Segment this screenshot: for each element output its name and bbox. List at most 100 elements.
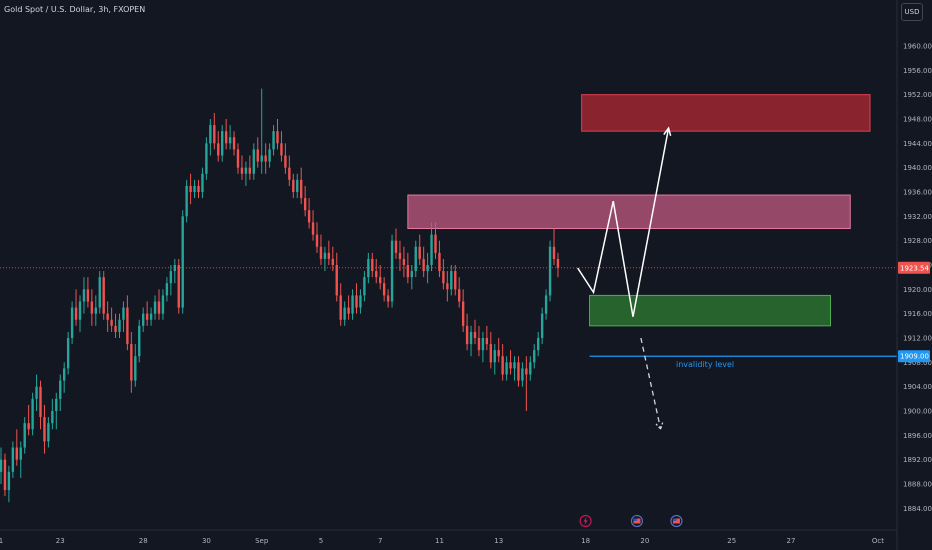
candle <box>355 283 358 314</box>
candle-body <box>402 258 406 265</box>
candle <box>552 228 556 265</box>
candle-body <box>110 319 113 326</box>
candle-body <box>23 423 26 448</box>
candle-body <box>379 277 382 284</box>
candle <box>59 374 62 411</box>
candle-body <box>224 131 228 144</box>
candle <box>343 301 346 326</box>
candle <box>315 222 319 253</box>
candle <box>39 380 42 430</box>
candle-body <box>335 264 338 296</box>
candle-body <box>529 362 532 375</box>
candle <box>177 258 180 314</box>
candle <box>256 137 259 168</box>
us-flag-event-icon <box>630 514 644 528</box>
candle <box>347 295 350 320</box>
candle <box>149 307 153 326</box>
candle <box>477 325 481 357</box>
lines-layer: invalidity level <box>0 126 897 431</box>
candle-body <box>15 447 18 460</box>
candle-body <box>157 301 161 314</box>
candle-body <box>406 264 410 278</box>
candle <box>521 362 524 387</box>
candle-body <box>351 295 354 314</box>
candle-body <box>398 252 402 259</box>
candle-body <box>343 307 346 320</box>
candle-body <box>548 246 552 296</box>
candle <box>351 289 354 320</box>
candle <box>114 313 117 338</box>
candle-body <box>292 179 295 192</box>
y-tick-label: 1908.00 <box>903 359 932 367</box>
candle <box>193 179 196 199</box>
candle-body <box>201 173 204 192</box>
candle <box>438 240 441 278</box>
us-flag-event-icon <box>670 514 683 528</box>
candle-body <box>126 307 129 345</box>
candle-body <box>82 289 86 302</box>
flag-canton <box>672 518 677 521</box>
candle-body <box>382 283 386 296</box>
candle-body <box>300 179 303 199</box>
candle-body <box>221 131 224 156</box>
candle <box>292 173 295 199</box>
candle-body <box>473 331 477 338</box>
candle-body <box>430 234 433 265</box>
candle-body <box>461 301 465 326</box>
candle <box>11 441 15 478</box>
candle <box>165 277 169 302</box>
candle <box>173 258 176 284</box>
candle <box>110 307 113 332</box>
candle <box>15 429 18 466</box>
lightning-event-icon <box>579 514 592 528</box>
candle <box>145 301 149 326</box>
candle <box>78 295 82 332</box>
invalidity-label: invalidity level <box>676 360 734 369</box>
candle-body <box>55 398 58 411</box>
candle <box>252 143 255 180</box>
candle-body <box>3 459 7 491</box>
candle-body <box>552 246 556 259</box>
candle <box>300 167 303 205</box>
candle <box>43 404 46 454</box>
candle-body <box>339 295 342 320</box>
candle-body <box>189 185 192 192</box>
x-tick-label: 7 <box>378 537 382 545</box>
candle-body <box>114 325 117 332</box>
y-tick-label: 1956.00 <box>903 67 932 75</box>
candle-body <box>209 125 212 144</box>
candle <box>142 307 145 332</box>
candle-body <box>537 337 540 351</box>
candle-body <box>66 337 70 369</box>
candle-body <box>19 447 22 460</box>
candle-body <box>185 185 188 217</box>
candle <box>454 264 457 296</box>
candle <box>379 264 382 290</box>
candle-body <box>414 246 417 272</box>
invalidity-price-tag: 1909.00 <box>898 350 930 363</box>
candle <box>74 289 78 326</box>
candle-body <box>165 283 169 296</box>
candle-body <box>193 185 196 192</box>
candle-body <box>327 252 331 259</box>
candle <box>217 131 220 162</box>
candle <box>386 289 390 308</box>
candle <box>118 313 121 338</box>
candle-body <box>63 368 66 381</box>
candle-body <box>138 325 141 357</box>
candle-body <box>248 167 252 174</box>
candle-body <box>280 143 283 156</box>
currency-button[interactable]: USD <box>901 3 923 21</box>
candle-body <box>347 307 350 314</box>
y-tick-label: 1884.00 <box>903 505 932 513</box>
candle <box>501 344 504 381</box>
current-price-tag-bg <box>898 261 930 274</box>
candle <box>307 198 311 229</box>
candle <box>55 392 58 430</box>
flag-canton <box>633 518 637 521</box>
projection-path <box>577 127 670 317</box>
candle-body <box>217 143 220 156</box>
candle-body <box>39 386 42 418</box>
candle <box>418 234 421 265</box>
